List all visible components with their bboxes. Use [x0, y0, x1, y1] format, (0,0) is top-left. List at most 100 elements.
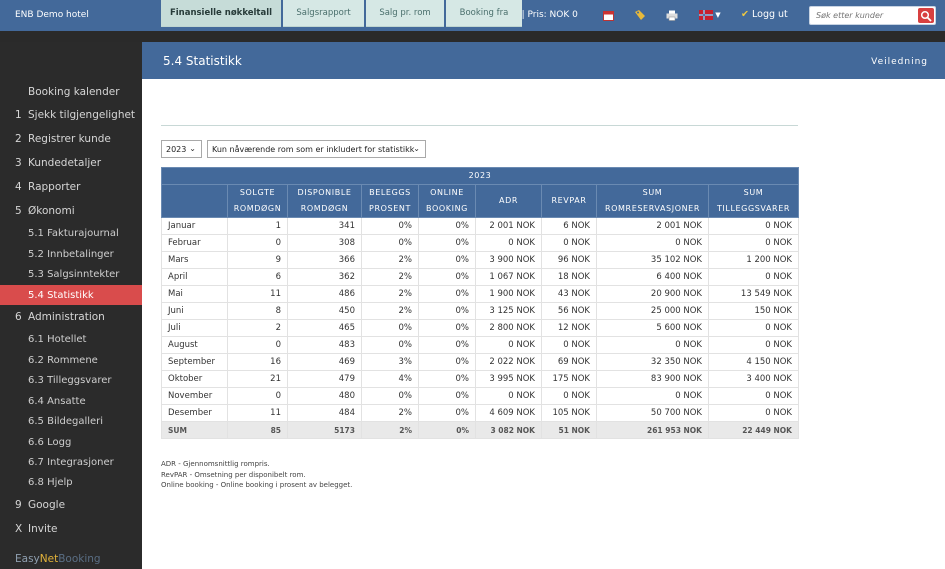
sidebar-item-payments[interactable]: 5.2 Innbetalinger	[0, 244, 142, 264]
table-cell: 1	[228, 218, 288, 235]
table-cell: Oktober	[162, 371, 228, 388]
sidebar-item-rooms[interactable]: 6.2 Rommene	[0, 350, 142, 370]
table-cell: 1 067 NOK	[476, 269, 542, 286]
printer-icon[interactable]	[666, 9, 678, 21]
sidebar-item-customer-details[interactable]: 3 Kundedetaljer	[0, 153, 142, 173]
table-cell: 2 800 NOK	[476, 320, 542, 337]
table-cell: 3 900 NOK	[476, 252, 542, 269]
column-header: REVPAR	[542, 185, 597, 218]
footnotes: ADR - Gjennomsnittlig rompris. RevPAR - …	[161, 459, 352, 491]
table-cell: 0 NOK	[542, 235, 597, 252]
table-cell: 0 NOK	[709, 218, 799, 235]
table-cell: 0%	[419, 422, 476, 439]
sidebar-item-help[interactable]: 6.8 Hjelp	[0, 472, 142, 492]
tag-icon[interactable]	[634, 9, 646, 21]
table-cell: 465	[288, 320, 362, 337]
sidebar-item-economy[interactable]: 5 Økonomi	[0, 201, 142, 221]
table-cell: 2%	[362, 269, 419, 286]
year-select[interactable]: 2023 ⌄	[161, 140, 202, 158]
table-cell: 8	[228, 303, 288, 320]
table-cell: 486	[288, 286, 362, 303]
sidebar-item-extras[interactable]: 6.3 Tilleggsvarer	[0, 370, 142, 390]
table-header-row: SOLGTE ROMDØGN DISPONIBLE ROMDØGN BELEGGS PRO…	[162, 185, 799, 218]
table-cell: 484	[288, 405, 362, 422]
table-cell: 479	[288, 371, 362, 388]
table-cell: 85	[228, 422, 288, 439]
table-cell: 16	[228, 354, 288, 371]
table-cell: SUM	[162, 422, 228, 439]
room-scope-select[interactable]: Kun nåværende rom som er inkludert for s…	[207, 140, 426, 158]
tab-booking-source[interactable]: Booking fra	[446, 0, 522, 27]
table-cell: 175 NOK	[542, 371, 597, 388]
sidebar-item-google[interactable]: 9 Google	[0, 495, 142, 515]
table-row: Mai 11 486 2% 0% 1 900 NOK 43 NOK 20 900 NOK 13 …	[162, 286, 799, 303]
table-cell: 0 NOK	[709, 320, 799, 337]
search-icon	[920, 10, 932, 22]
sidebar-item-employees[interactable]: 6.4 Ansatte	[0, 391, 142, 411]
table-cell: September	[162, 354, 228, 371]
note-revpar: RevPAR - Omsetning per disponibelt rom.	[161, 470, 352, 481]
page-title: 5.4 Statistikk	[163, 54, 242, 68]
table-cell: 2%	[362, 286, 419, 303]
table-cell: 0%	[362, 235, 419, 252]
sidebar-item-availability[interactable]: 1 Sjekk tilgjengelighet	[0, 105, 142, 125]
table-cell: August	[162, 337, 228, 354]
sidebar-item-reports[interactable]: 4 Rapporter	[0, 177, 142, 197]
hotel-name: ENB Demo hotel	[15, 10, 89, 20]
table-cell: 18 NOK	[542, 269, 597, 286]
calendar-icon[interactable]	[602, 9, 614, 21]
table-cell: 35 102 NOK	[597, 252, 709, 269]
table-cell: 483	[288, 337, 362, 354]
table-cell: 2 022 NOK	[476, 354, 542, 371]
table-cell: 43 NOK	[542, 286, 597, 303]
table-row: Juli 2 465 0% 0% 2 800 NOK 12 NOK 5 600 NOK 0 NO…	[162, 320, 799, 337]
sidebar-item-sales-revenue[interactable]: 5.3 Salgsinntekter	[0, 264, 142, 284]
table-cell: 0%	[419, 388, 476, 405]
table-cell: 2%	[362, 303, 419, 320]
table-cell: 0	[228, 388, 288, 405]
sidebar-item-log[interactable]: 6.6 Logg	[0, 432, 142, 452]
table-cell: 2 001 NOK	[597, 218, 709, 235]
table-cell: 0 NOK	[709, 337, 799, 354]
table-cell: Mai	[162, 286, 228, 303]
table-cell: 0	[228, 235, 288, 252]
tab-financial-kpis[interactable]: Finansielle nøkkeltall	[161, 0, 281, 27]
note-adr: ADR - Gjennomsnittlig rompris.	[161, 459, 352, 470]
sidebar-item-statistics[interactable]: 5.4 Statistikk	[0, 285, 142, 305]
table-cell: 4%	[362, 371, 419, 388]
logout-link[interactable]: ✔ Logg ut	[741, 9, 788, 20]
table-cell: 0%	[419, 320, 476, 337]
sidebar-item-register-customer[interactable]: 2 Registrer kunde	[0, 129, 142, 149]
column-header: SOLGTE ROMDØGN	[228, 185, 288, 218]
table-row: Januar 1 341 0% 0% 2 001 NOK 6 NOK 2 001 NOK 0 N…	[162, 218, 799, 235]
sidebar-item-gallery[interactable]: 6.5 Bildegalleri	[0, 411, 142, 431]
table-cell: 9	[228, 252, 288, 269]
table-cell: 0%	[362, 218, 419, 235]
search-button[interactable]	[918, 8, 934, 23]
table-cell: 0%	[362, 320, 419, 337]
table-row: Juni 8 450 2% 0% 3 125 NOK 56 NOK 25 000 NOK 150…	[162, 303, 799, 320]
sidebar-item-invoice-journal[interactable]: 5.1 Fakturajournal	[0, 223, 142, 243]
key-icon: ✔	[741, 9, 749, 20]
search-input[interactable]	[810, 7, 918, 24]
table-cell: 5 600 NOK	[597, 320, 709, 337]
flag-icon[interactable]: ▼	[698, 9, 722, 21]
table-cell: 0%	[419, 337, 476, 354]
help-link[interactable]: Veiledning	[871, 57, 928, 67]
sidebar-item-booking-calendar[interactable]: Booking kalender	[0, 82, 142, 102]
sidebar: Booking kalender 1 Sjekk tilgjengelighet …	[0, 42, 142, 569]
sidebar-item-hotel[interactable]: 6.1 Hotellet	[0, 329, 142, 349]
sidebar-item-invite[interactable]: X Invite	[0, 519, 142, 539]
table-cell: 11	[228, 405, 288, 422]
sidebar-item-integrations[interactable]: 6.7 Integrasjoner	[0, 452, 142, 472]
sidebar-item-administration[interactable]: 6 Administration	[0, 307, 142, 327]
table-cell: 25 000 NOK	[597, 303, 709, 320]
tab-sales-report[interactable]: Salgsrapport	[283, 0, 364, 27]
table-cell: 0%	[419, 303, 476, 320]
note-online-booking: Online booking - Online booking i prosen…	[161, 480, 352, 491]
tab-sales-per-room[interactable]: Salg pr. rom	[366, 0, 444, 27]
table-cell: 2%	[362, 422, 419, 439]
table-cell: 83 900 NOK	[597, 371, 709, 388]
tab-underline	[161, 125, 798, 126]
table-row: Februar 0 308 0% 0% 0 NOK 0 NOK 0 NOK 0 NOK	[162, 235, 799, 252]
